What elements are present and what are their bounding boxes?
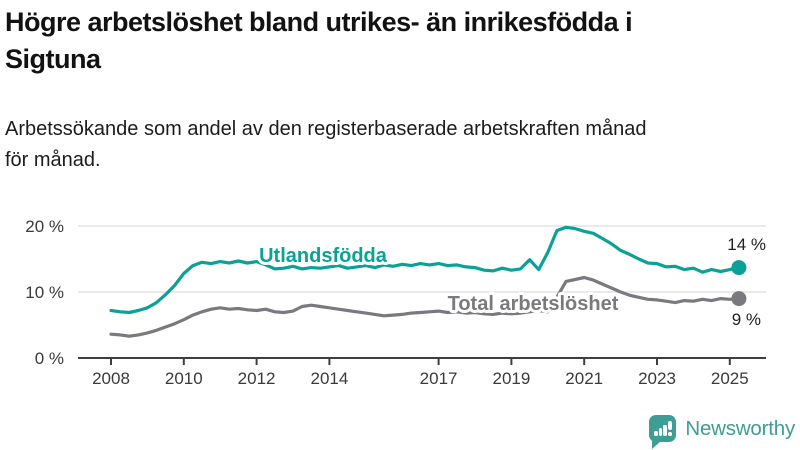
x-axis-tick-marks bbox=[110, 357, 731, 365]
utlandsfodda-series-label: Utlandsfödda bbox=[259, 245, 388, 267]
y-axis-labels: 0 % 10 % 20 % bbox=[25, 217, 64, 368]
exclamation-dot-glyph bbox=[668, 432, 672, 436]
chart-subtitle-line2: för månad. bbox=[5, 149, 101, 171]
utlandsfodda-end-dot bbox=[731, 260, 747, 276]
x-tick-label: 2019 bbox=[492, 369, 530, 388]
chart-subtitle: Arbetssökande som andel av den registerb… bbox=[5, 114, 792, 176]
utlandsfodda-end-value-label: 14 % bbox=[727, 235, 766, 254]
newsworthy-bubble-icon bbox=[649, 415, 677, 449]
total-end-value-label: 9 % bbox=[732, 310, 761, 329]
x-tick-label: 2008 bbox=[92, 369, 130, 388]
y-tick-label: 0 % bbox=[35, 349, 64, 368]
page-title-line2: Sigtuna bbox=[5, 44, 101, 74]
bar-chart-glyph bbox=[654, 430, 658, 436]
newsworthy-logo: Newsworthy bbox=[649, 415, 795, 449]
x-axis-labels: 2008 2010 2012 2014 2017 2019 2021 2023 2025 bbox=[92, 369, 749, 388]
x-tick-label: 2021 bbox=[565, 369, 603, 388]
total-arbetsloshet-line bbox=[109, 275, 741, 338]
y-tick-label: 10 % bbox=[25, 283, 64, 302]
chart-subtitle-line1: Arbetssökande som andel av den registerb… bbox=[5, 118, 647, 140]
x-tick-label: 2014 bbox=[310, 369, 348, 388]
gridlines bbox=[78, 225, 766, 359]
utlandsfodda-line bbox=[109, 225, 741, 315]
x-tick-label: 2017 bbox=[420, 369, 458, 388]
x-tick-label: 2025 bbox=[711, 369, 749, 388]
x-tick-label: 2010 bbox=[165, 369, 203, 388]
page-title: Högre arbetslöshet bland utrikes- än inr… bbox=[5, 4, 792, 78]
x-tick-label: 2023 bbox=[638, 369, 676, 388]
page-title-line1: Högre arbetslöshet bland utrikes- än inr… bbox=[5, 7, 633, 37]
bar-chart-glyph bbox=[658, 427, 663, 436]
y-tick-label: 20 % bbox=[25, 217, 64, 236]
x-tick-label: 2012 bbox=[238, 369, 276, 388]
newsworthy-logo-text: Newsworthy bbox=[685, 416, 795, 440]
total-end-dot bbox=[731, 291, 747, 307]
total-series-label: Total arbetslöshet bbox=[448, 293, 619, 315]
exclamation-glyph bbox=[668, 420, 672, 430]
bar-chart-glyph bbox=[663, 424, 667, 436]
